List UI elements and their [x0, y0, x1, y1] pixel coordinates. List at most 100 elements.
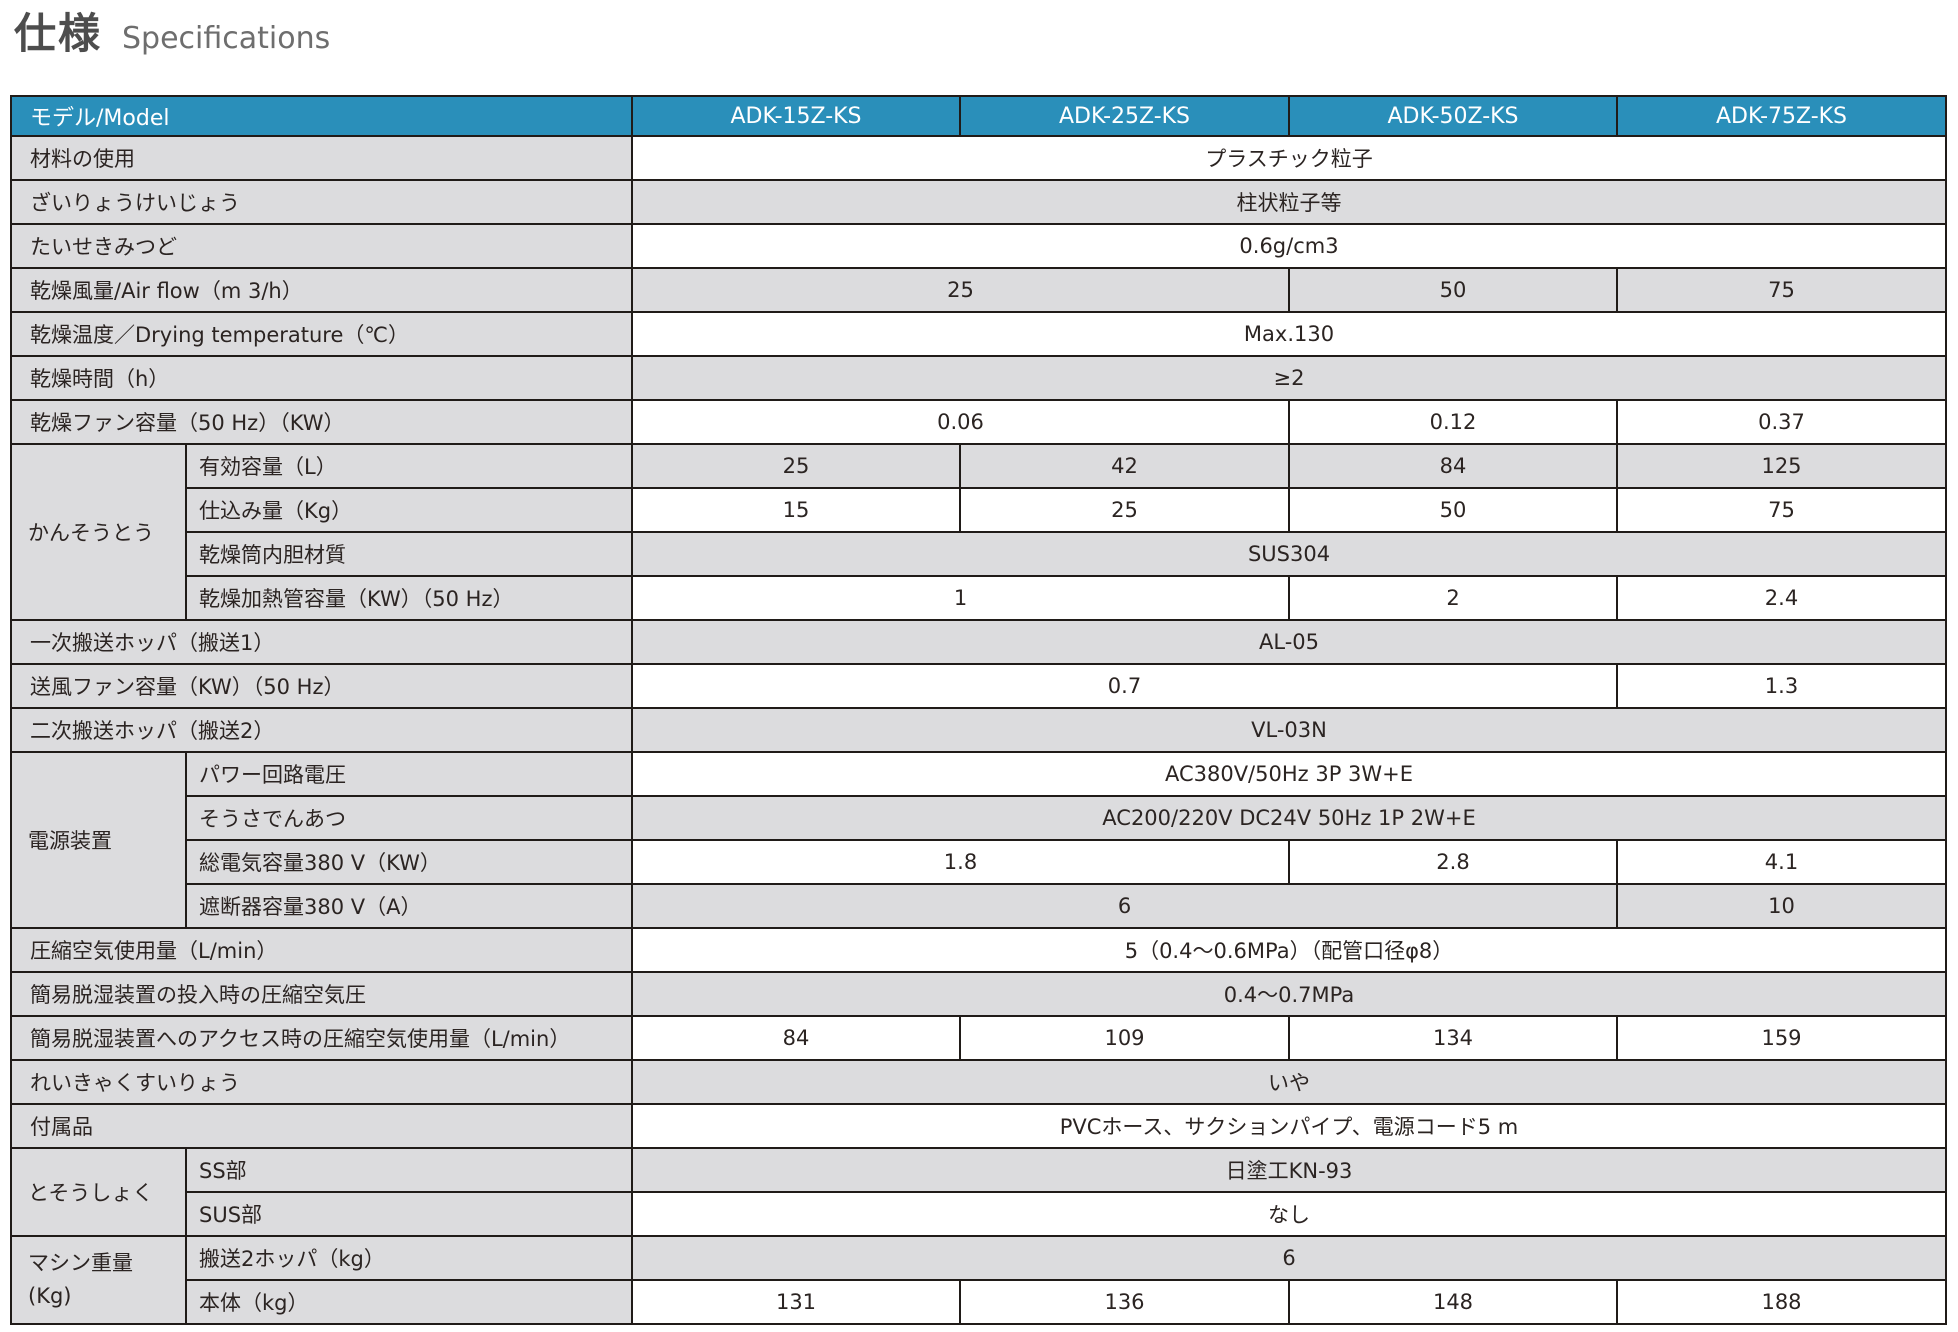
- row-value: 134: [1288, 1015, 1618, 1061]
- table-row: たいせきみつど 0.6g/cm3: [10, 223, 1947, 269]
- row-value: 42: [959, 443, 1290, 489]
- row-sublabel: SS部: [185, 1147, 633, 1193]
- column-header-model-3: ADK-50Z-KS: [1288, 95, 1618, 137]
- row-value: 50: [1288, 487, 1618, 533]
- row-value: 84: [631, 1015, 961, 1061]
- table-row: かんそうとう 有効容量（L） 25 42 84 125: [10, 443, 1947, 621]
- table-row: SUS部 なし: [11, 1191, 1947, 1237]
- table-row: 圧縮空気使用量（L/min） 5（0.4～0.6MPa）（配管口径φ8）: [10, 927, 1947, 973]
- group-label-power: 電源装置: [10, 751, 187, 929]
- row-label: 乾燥ファン容量（50 Hz）（KW）: [10, 399, 633, 445]
- table-header-row: モデル/Model ADK-15Z-KS ADK-25Z-KS ADK-50Z-…: [10, 95, 1947, 137]
- row-value: 柱状粒子等: [631, 179, 1947, 225]
- group-label-dryer: かんそうとう: [10, 443, 187, 621]
- row-label: 材料の使用: [10, 135, 633, 181]
- row-sublabel: 総電気容量380 V（KW）: [185, 839, 633, 885]
- table-row: れいきゃくすいりょう いや: [10, 1059, 1947, 1105]
- row-value: 0.06: [631, 399, 1290, 445]
- row-value: 1: [631, 575, 1290, 621]
- page-title-japanese: 仕様: [14, 9, 103, 58]
- row-value: 109: [959, 1015, 1290, 1061]
- row-label: ざいりょうけいじょう: [10, 179, 633, 225]
- row-value: 2.8: [1288, 839, 1618, 885]
- row-value: なし: [631, 1191, 1947, 1237]
- table-row: 二次搬送ホッパ（搬送2） VL-03N: [10, 707, 1947, 753]
- row-value: 125: [1616, 443, 1947, 489]
- row-value: AC200/220V DC24V 50Hz 1P 2W+E: [631, 795, 1947, 841]
- row-value: Max.130: [631, 311, 1947, 357]
- row-label: 乾燥時間（h）: [10, 355, 633, 401]
- table-row: 乾燥温度／Drying temperature（℃） Max.130: [10, 311, 1947, 357]
- row-value: SUS304: [631, 531, 1947, 577]
- row-value: 148: [1288, 1279, 1618, 1325]
- row-sublabel: そうさでんあつ: [185, 795, 633, 841]
- row-value: プラスチック粒子: [631, 135, 1947, 181]
- table-row: 遮断器容量380 V（A） 6 10: [11, 883, 1947, 929]
- table-row: 一次搬送ホッパ（搬送1） AL-05: [10, 619, 1947, 665]
- row-label: 送風ファン容量（KW）（50 Hz）: [10, 663, 633, 709]
- table-row: 仕込み量（Kg） 15 25 50 75: [11, 487, 1947, 533]
- row-value: ≥2: [631, 355, 1947, 401]
- row-label: 付属品: [10, 1103, 633, 1149]
- row-sublabel: 有効容量（L）: [185, 443, 633, 489]
- table-row: 乾燥筒内胆材質 SUS304: [11, 531, 1947, 577]
- row-value: 50: [1288, 267, 1618, 313]
- model-row-header: モデル/Model: [10, 95, 633, 137]
- table-row: 簡易脱湿装置へのアクセス時の圧縮空気使用量（L/min） 84 109 134 …: [10, 1015, 1947, 1061]
- row-value: 0.12: [1288, 399, 1618, 445]
- row-value: 15: [631, 487, 961, 533]
- row-value: 4.1: [1616, 839, 1947, 885]
- row-sublabel: 仕込み量（Kg）: [185, 487, 633, 533]
- row-label: 圧縮空気使用量（L/min）: [10, 927, 633, 973]
- table-row: 付属品 PVCホース、サクションパイプ、電源コード5 m: [10, 1103, 1947, 1149]
- row-sublabel: 遮断器容量380 V（A）: [185, 883, 633, 929]
- row-value: 10: [1616, 883, 1947, 929]
- row-value: 159: [1616, 1015, 1947, 1061]
- table-row: ざいりょうけいじょう 柱状粒子等: [10, 179, 1947, 225]
- row-sublabel: 乾燥加熱管容量（KW）（50 Hz）: [185, 575, 633, 621]
- table-row: 乾燥風量/Air flow（m 3/h） 25 50 75: [10, 267, 1947, 313]
- row-value: 0.4～0.7MPa: [631, 971, 1947, 1017]
- row-value: 5（0.4～0.6MPa）（配管口径φ8）: [631, 927, 1947, 973]
- row-value: 75: [1616, 487, 1947, 533]
- table-row: 材料の使用 プラスチック粒子: [10, 135, 1947, 181]
- row-value: PVCホース、サクションパイプ、電源コード5 m: [631, 1103, 1947, 1149]
- row-value: 25: [631, 267, 1290, 313]
- table-row: 乾燥ファン容量（50 Hz）（KW） 0.06 0.12 0.37: [10, 399, 1947, 445]
- row-value: 6: [631, 883, 1618, 929]
- table-row: 簡易脱湿装置の投入時の圧縮空気圧 0.4～0.7MPa: [10, 971, 1947, 1017]
- row-value: 2: [1288, 575, 1618, 621]
- table-row: 乾燥時間（h） ≥2: [10, 355, 1947, 401]
- row-value: いや: [631, 1059, 1947, 1105]
- row-label: れいきゃくすいりょう: [10, 1059, 633, 1105]
- row-value: 25: [959, 487, 1290, 533]
- row-value: 136: [959, 1279, 1290, 1325]
- page-title: 仕様 Specifications: [14, 0, 330, 70]
- row-value: 1.8: [631, 839, 1290, 885]
- row-value: 0.37: [1616, 399, 1947, 445]
- column-header-model-2: ADK-25Z-KS: [959, 95, 1290, 137]
- row-value: AC380V/50Hz 3P 3W+E: [631, 751, 1947, 797]
- table-row: 本体（kg） 131 136 148 188: [11, 1279, 1947, 1325]
- table-row: 乾燥加熱管容量（KW）（50 Hz） 1 2 2.4: [11, 575, 1947, 621]
- column-header-model-1: ADK-15Z-KS: [631, 95, 961, 137]
- table-row: そうさでんあつ AC200/220V DC24V 50Hz 1P 2W+E: [11, 795, 1947, 841]
- row-value: 84: [1288, 443, 1618, 489]
- row-sublabel: SUS部: [185, 1191, 633, 1237]
- row-sublabel: 搬送2ホッパ（kg）: [185, 1235, 633, 1281]
- row-value: 1.3: [1616, 663, 1947, 709]
- row-label: 乾燥温度／Drying temperature（℃）: [10, 311, 633, 357]
- group-label-line: (Kg): [28, 1284, 72, 1308]
- table-row: とそうしょく SS部 日塗工KN-93: [10, 1147, 1947, 1237]
- row-label: 一次搬送ホッパ（搬送1）: [10, 619, 633, 665]
- group-label-line: マシン重量: [28, 1251, 133, 1276]
- row-value: 131: [631, 1279, 961, 1325]
- row-sublabel: 本体（kg）: [185, 1279, 633, 1325]
- group-label-machine-weight: マシン重量 (Kg): [10, 1235, 187, 1325]
- row-value: AL-05: [631, 619, 1947, 665]
- row-label: 乾燥風量/Air flow（m 3/h）: [10, 267, 633, 313]
- row-label: 二次搬送ホッパ（搬送2）: [10, 707, 633, 753]
- row-value: VL-03N: [631, 707, 1947, 753]
- table-row: マシン重量 (Kg) 搬送2ホッパ（kg） 6: [10, 1235, 1947, 1325]
- row-label: たいせきみつど: [10, 223, 633, 269]
